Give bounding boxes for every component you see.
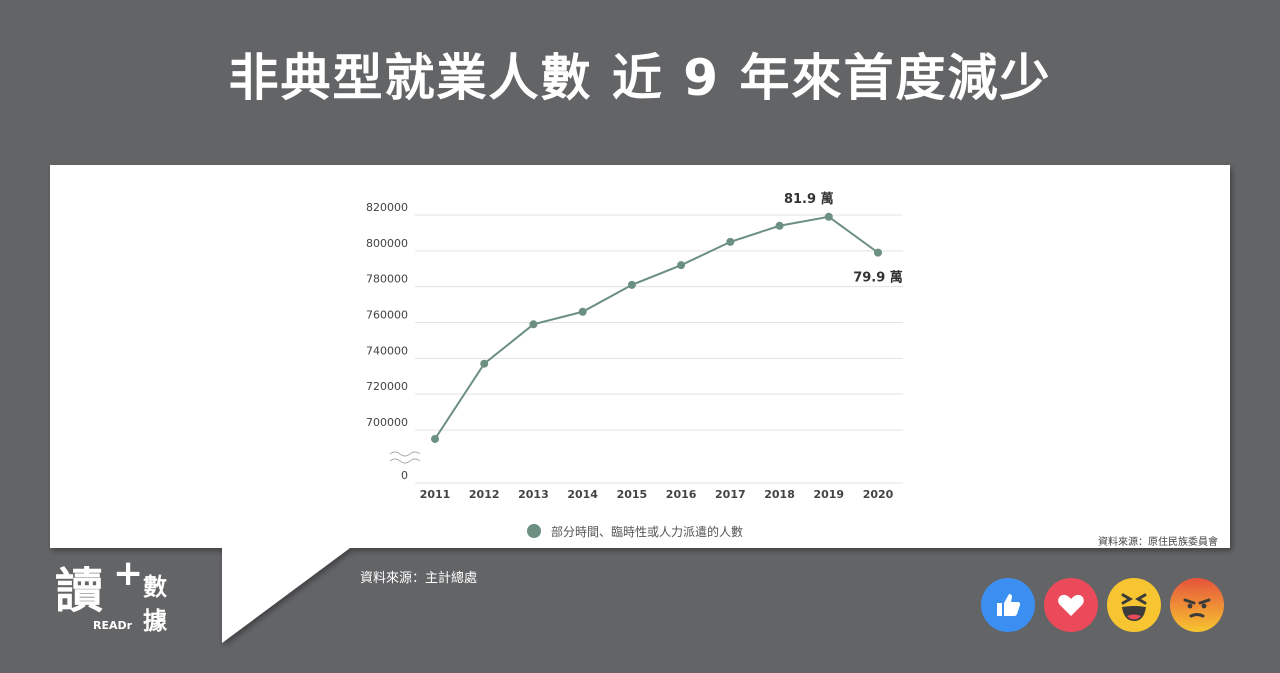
x-tick-label: 2014 [567, 488, 598, 501]
data-point [726, 237, 735, 246]
readr-logo: 讀 + READr 數 據 [55, 553, 185, 643]
data-point [431, 434, 439, 443]
haha-icon[interactable] [1107, 578, 1161, 632]
y-tick-label: 0 [401, 469, 408, 482]
reaction-bar [981, 578, 1224, 632]
y-tick-label: 700000 [366, 416, 408, 429]
x-tick-label: 2012 [469, 488, 500, 501]
y-tick-label: 720000 [366, 380, 408, 393]
chart-source-note: 資料來源：原住民族委員會 [1098, 537, 1218, 548]
y-tick-label: 740000 [366, 344, 408, 357]
series-line [434, 215, 879, 440]
data-point [480, 359, 489, 368]
data-point [874, 248, 882, 257]
x-tick-label: 2020 [863, 488, 894, 501]
chart-legend: 部分時間、臨時性或人力派遣的人數 [527, 522, 743, 540]
y-tick-label: 800000 [366, 237, 408, 250]
angry-icon[interactable] [1170, 578, 1224, 632]
y-tick-label: 820000 [366, 201, 408, 214]
x-tick-label: 2018 [764, 488, 795, 501]
data-label: 81.9 萬 [784, 191, 834, 207]
logo-plus: + [113, 553, 144, 594]
love-icon[interactable] [1044, 578, 1098, 632]
logo-line2: 據 [143, 607, 167, 635]
page-title: 非典型就業人數 近 9 年來首度減少 [228, 49, 1052, 107]
x-tick-label: 2016 [666, 488, 697, 501]
data-label: 79.9 萬 [853, 270, 903, 286]
data-point [824, 212, 833, 221]
y-tick-label: 780000 [366, 273, 408, 286]
line-chart: 0 700000 720000 740000 760000 780000 800000 820… [366, 191, 903, 501]
data-point [578, 307, 587, 316]
legend-label: 部分時間、臨時性或人力派遣的人數 [551, 524, 744, 539]
data-point [775, 221, 784, 230]
data-point [627, 280, 636, 289]
x-tick-label: 2011 [420, 488, 451, 501]
x-tick-label: 2017 [715, 488, 746, 501]
data-point [529, 320, 538, 329]
like-icon[interactable] [981, 578, 1035, 632]
data-point [677, 261, 686, 270]
logo-char: 讀 [55, 563, 104, 619]
x-tick-label: 2015 [617, 488, 648, 501]
legend-marker [527, 524, 541, 538]
logo-readr: READr [93, 619, 133, 632]
logo-line1: 數 [143, 573, 167, 601]
y-tick-label: 760000 [366, 309, 408, 322]
x-tick-label: 2013 [518, 488, 549, 501]
source-note: 資料來源：主計總處 [360, 571, 478, 586]
x-tick-label: 2019 [813, 488, 844, 501]
axis-break-mark [389, 451, 421, 464]
